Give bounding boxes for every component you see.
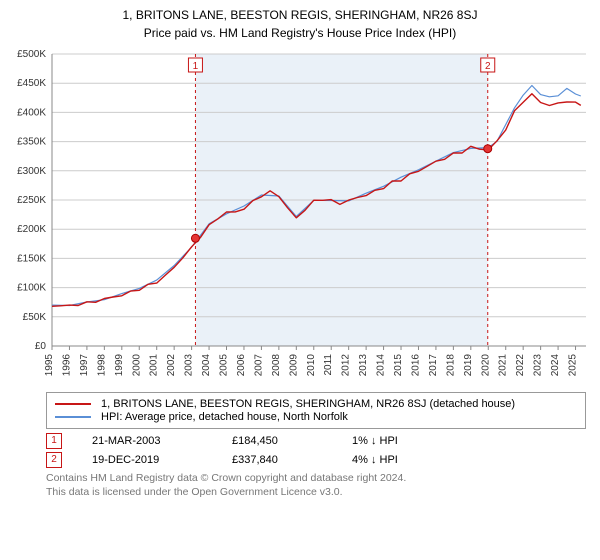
svg-text:2022: 2022 <box>515 354 526 377</box>
legend-row-price: 1, BRITONS LANE, BEESTON REGIS, SHERINGH… <box>55 398 577 410</box>
svg-text:2000: 2000 <box>131 354 142 377</box>
svg-text:£250K: £250K <box>17 195 46 206</box>
svg-text:2025: 2025 <box>568 354 579 377</box>
svg-text:2002: 2002 <box>166 354 177 377</box>
legend-swatch-hpi <box>55 416 91 418</box>
legend-box: 1, BRITONS LANE, BEESTON REGIS, SHERINGH… <box>46 392 586 429</box>
svg-text:2013: 2013 <box>358 354 369 377</box>
svg-text:2012: 2012 <box>341 354 352 377</box>
legend-label-hpi: HPI: Average price, detached house, Nort… <box>101 411 348 423</box>
price-hpi-chart: £0 £50K £100K £150K £200K £250K £300K £350K £400… <box>6 46 594 386</box>
svg-text:1: 1 <box>193 61 199 72</box>
svg-text:2018: 2018 <box>445 354 456 377</box>
svg-text:2006: 2006 <box>236 354 247 377</box>
svg-text:1996: 1996 <box>61 354 72 377</box>
svg-text:2011: 2011 <box>323 354 334 376</box>
legend-label-price: 1, BRITONS LANE, BEESTON REGIS, SHERINGH… <box>101 398 515 410</box>
chart-title-address: 1, BRITONS LANE, BEESTON REGIS, SHERINGH… <box>6 8 594 22</box>
svg-text:2004: 2004 <box>201 354 212 377</box>
svg-text:2020: 2020 <box>480 354 491 377</box>
svg-text:£0: £0 <box>35 341 47 352</box>
svg-text:£100K: £100K <box>17 283 46 294</box>
svg-text:2007: 2007 <box>253 354 264 377</box>
svg-text:2003: 2003 <box>184 354 195 377</box>
svg-text:£300K: £300K <box>17 166 46 177</box>
svg-text:2017: 2017 <box>428 354 439 377</box>
sale-marker-box: 1 <box>46 433 62 449</box>
svg-text:2023: 2023 <box>533 354 544 377</box>
svg-text:£50K: £50K <box>23 312 47 323</box>
sale-diff: 1% ↓ HPI <box>352 435 398 447</box>
sales-table: 1 21-MAR-2003 £184,450 1% ↓ HPI 2 19-DEC-2019… <box>6 433 594 468</box>
svg-text:2015: 2015 <box>393 354 404 377</box>
svg-text:1995: 1995 <box>44 354 55 377</box>
svg-text:2024: 2024 <box>550 354 561 377</box>
svg-text:2014: 2014 <box>376 354 387 377</box>
sale-price: £184,450 <box>232 435 322 447</box>
sale-price: £337,840 <box>232 454 322 466</box>
svg-text:£500K: £500K <box>17 49 46 60</box>
svg-text:1998: 1998 <box>96 354 107 377</box>
legend-row-hpi: HPI: Average price, detached house, Nort… <box>55 411 577 423</box>
svg-text:2005: 2005 <box>219 354 230 377</box>
svg-text:1999: 1999 <box>114 354 125 377</box>
sale-marker-box: 2 <box>46 452 62 468</box>
svg-text:£150K: £150K <box>17 253 46 264</box>
svg-text:2010: 2010 <box>306 354 317 377</box>
svg-text:2: 2 <box>485 61 491 72</box>
legend-swatch-price <box>55 403 91 405</box>
svg-text:1997: 1997 <box>79 354 90 377</box>
copyright-line-2: This data is licensed under the Open Gov… <box>46 486 586 500</box>
chart-title-subtitle: Price paid vs. HM Land Registry's House … <box>6 26 594 40</box>
sales-row: 2 19-DEC-2019 £337,840 4% ↓ HPI <box>46 452 586 468</box>
sale-diff: 4% ↓ HPI <box>352 454 398 466</box>
svg-text:2019: 2019 <box>463 354 474 377</box>
sale-date: 21-MAR-2003 <box>92 435 202 447</box>
svg-text:2008: 2008 <box>271 354 282 377</box>
svg-text:£350K: £350K <box>17 137 46 148</box>
sale-date: 19-DEC-2019 <box>92 454 202 466</box>
sales-row: 1 21-MAR-2003 £184,450 1% ↓ HPI <box>46 433 586 449</box>
svg-text:2021: 2021 <box>498 354 509 377</box>
svg-text:£450K: £450K <box>17 78 46 89</box>
svg-text:2016: 2016 <box>410 354 421 377</box>
copyright-notice: Contains HM Land Registry data © Crown c… <box>46 472 586 499</box>
svg-text:2009: 2009 <box>288 354 299 377</box>
svg-text:£400K: £400K <box>17 107 46 118</box>
copyright-line-1: Contains HM Land Registry data © Crown c… <box>46 472 586 486</box>
svg-text:£200K: £200K <box>17 224 46 235</box>
svg-text:2001: 2001 <box>149 354 160 377</box>
